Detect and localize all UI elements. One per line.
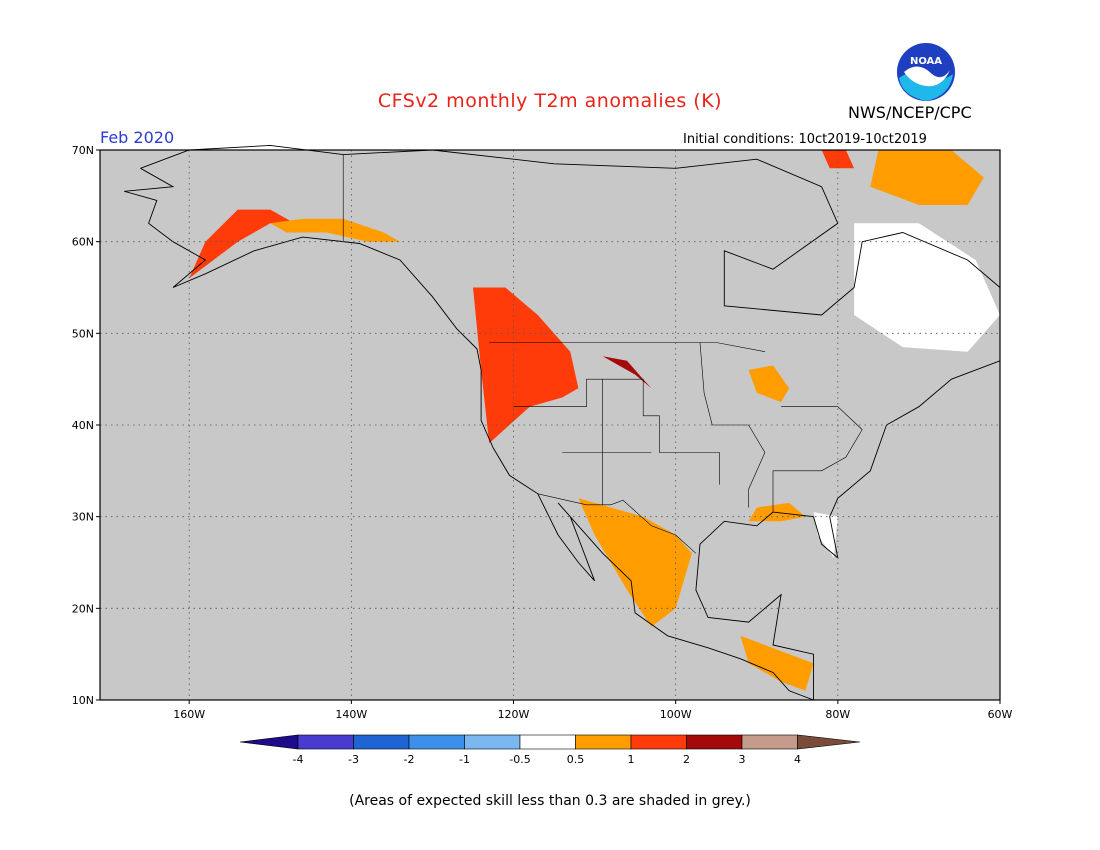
lat-label: 40N (72, 419, 94, 432)
lon-label: 140W (335, 708, 367, 721)
lat-label: 50N (72, 327, 94, 340)
legend-tick-label: -3 (348, 753, 359, 766)
anomaly-region-central-america (740, 635, 814, 691)
lon-label: 80W (825, 708, 850, 721)
anomaly-region-alaska-southwest (189, 209, 295, 279)
lat-label: 70N (72, 144, 94, 157)
page-title: CFSv2 monthly T2m anomalies (K) (377, 90, 723, 112)
legend-tick-label: 1 (628, 753, 635, 766)
month-label: Feb 2020 (100, 128, 175, 147)
anomaly-map: 70N 60N 50N 40N 30N 20N 10N 160W 140W 120W 100W 80… (72, 144, 1013, 721)
legend-swatch (686, 734, 743, 750)
legend-swatch (630, 734, 687, 750)
anomaly-region-quebec-labrador (854, 223, 1000, 352)
anomaly-region-great-lakes (748, 365, 790, 403)
graticule (100, 150, 1000, 700)
anomaly-region-alaska-interior (270, 218, 400, 242)
anomaly-region-northern-plains (602, 356, 652, 389)
noaa-logo-text: NOAA (910, 56, 942, 67)
legend-tick-label: 0.5 (567, 753, 585, 766)
legend-swatch (741, 734, 798, 750)
lon-label: 160W (173, 708, 205, 721)
latitude-labels: 70N 60N 50N 40N 30N 20N 10N (72, 144, 100, 707)
border-line (772, 406, 863, 513)
legend-swatch (353, 734, 410, 750)
legend-tick-label: -4 (293, 753, 304, 766)
border-line (513, 378, 720, 485)
coastline (124, 144, 1001, 701)
legend-tick-label: -2 (404, 753, 415, 766)
anomaly-region-gulf-coast (748, 502, 806, 522)
border-line (699, 342, 766, 508)
legend-tick-label: -1 (459, 753, 470, 766)
longitude-labels: 160W 140W 120W 100W 80W 60W (173, 700, 1013, 721)
legend-tick-label: 3 (739, 753, 746, 766)
lon-label: 60W (988, 708, 1013, 721)
anomaly-region-baffin-region (870, 150, 984, 205)
noaa-logo: NOAA (895, 41, 957, 103)
anomaly-region-pacific-northwest (473, 287, 579, 444)
legend-tick-label: 4 (794, 753, 801, 766)
anomaly-region-florida (813, 512, 838, 558)
legend-swatch (464, 734, 521, 750)
legend-swatch (575, 734, 632, 750)
legend-swatch (297, 734, 354, 750)
anomaly-region-greenland-tip (821, 150, 855, 169)
agency-label: NWS/NCEP/CPC (848, 103, 972, 122)
skill-footnote: (Areas of expected skill less than 0.3 a… (349, 793, 751, 809)
border-line (489, 342, 765, 352)
legend-arrow-left (239, 734, 299, 750)
legend-swatch (408, 734, 465, 750)
legend-swatch (519, 734, 576, 750)
lon-label: 100W (660, 708, 692, 721)
lat-label: 30N (72, 511, 94, 524)
lat-label: 60N (72, 236, 94, 249)
legend-tick-label: 2 (683, 753, 690, 766)
lat-label: 10N (72, 694, 94, 707)
initial-conditions-label: Initial conditions: 10ct2019-10ct2019 (683, 132, 927, 147)
coastlines (124, 144, 1001, 701)
legend-arrow-right (797, 734, 861, 750)
legend-tick-label: -0.5 (509, 753, 530, 766)
lat-label: 20N (72, 602, 94, 615)
color-legend: -4 -3 -2 -1 -0.5 0.5 1 2 3 4 (239, 734, 861, 766)
lon-label: 120W (498, 708, 530, 721)
